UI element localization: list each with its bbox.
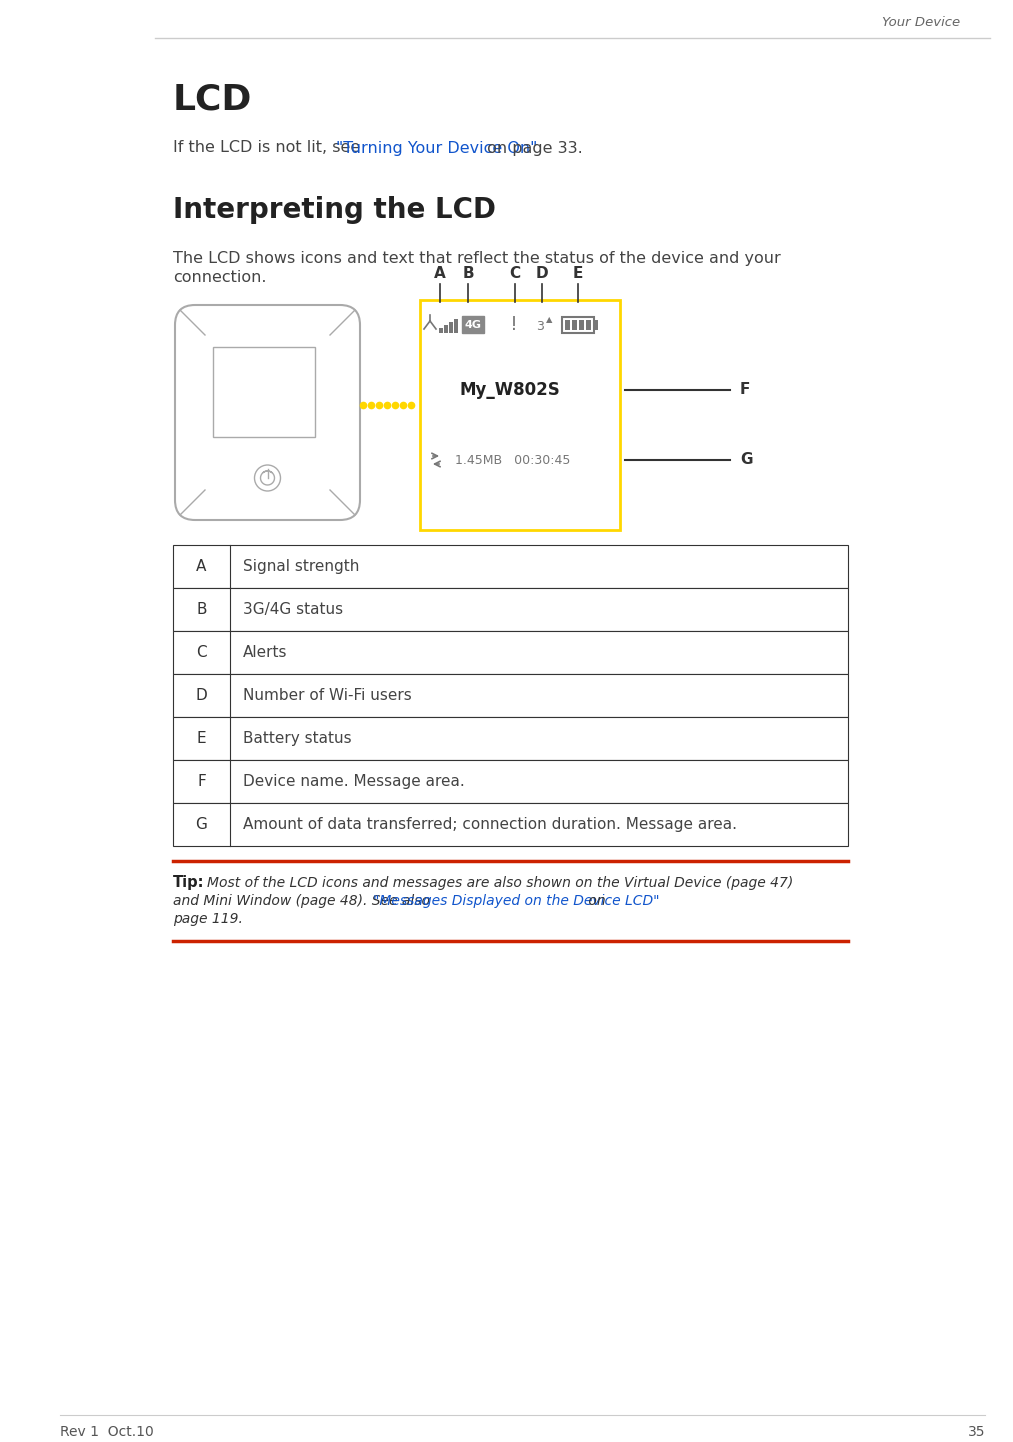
Text: !: ! [511,316,518,335]
Bar [173,673,848,717]
Text: E: E [572,267,583,281]
Bar [572,320,577,330]
Text: Number of Wi-Fi users: Number of Wi-Fi users [243,688,411,704]
Text: D: D [196,688,208,704]
Text: A: A [435,267,446,281]
Circle shape [254,464,281,490]
Text: My_W802S: My_W802S [460,381,560,399]
Text: LCD: LCD [173,84,252,117]
Bar [173,632,848,673]
Bar [454,319,458,333]
Text: Most of the LCD icons and messages are also shown on the Virtual Device (page 47: Most of the LCD icons and messages are a… [207,875,793,890]
Text: on page 33.: on page 33. [481,140,582,156]
Text: G: G [196,818,208,832]
Text: Your Device: Your Device [882,16,960,29]
Text: Signal strength: Signal strength [243,559,360,574]
Text: on: on [583,894,606,908]
Text: C: C [197,645,207,660]
Bar [462,316,484,333]
Text: Rev 1  Oct.10: Rev 1 Oct.10 [60,1425,154,1439]
Text: Tip:: Tip: [173,875,205,891]
Bar [173,545,848,588]
Text: F: F [741,382,751,398]
Text: connection.: connection. [173,270,266,284]
Bar [420,300,620,531]
Text: C: C [510,267,521,281]
Bar [173,717,848,760]
Text: page 119.: page 119. [173,911,243,926]
Text: Interpreting the LCD: Interpreting the LCD [173,196,496,224]
Text: If the LCD is not lit, see: If the LCD is not lit, see [173,140,366,156]
Bar [213,348,315,437]
Text: Device name. Message area.: Device name. Message area. [243,774,465,789]
Text: G: G [741,453,753,467]
Text: B: B [197,601,207,617]
Text: A: A [197,559,207,574]
Text: 1.45MB   00:30:45: 1.45MB 00:30:45 [455,453,570,467]
Bar [439,327,443,333]
Text: 3G/4G status: 3G/4G status [243,601,343,617]
FancyBboxPatch shape [175,306,360,521]
Bar [562,317,594,333]
Text: The LCD shows icons and text that reflect the status of the device and your: The LCD shows icons and text that reflec… [173,251,781,265]
Text: B: B [462,267,474,281]
Text: 3: 3 [536,320,544,333]
Bar [173,760,848,803]
Text: E: E [197,731,207,746]
Bar [586,320,591,330]
Text: D: D [536,267,548,281]
Text: 35: 35 [967,1425,985,1439]
Bar [444,324,448,333]
Bar [449,322,453,333]
Text: Alerts: Alerts [243,645,288,660]
Bar [173,588,848,632]
Text: ▲: ▲ [546,316,552,324]
Text: and Mini Window (page 48). See also: and Mini Window (page 48). See also [173,894,435,908]
Bar [594,320,598,330]
Bar [565,320,570,330]
Text: "Messages Displayed on the Device LCD": "Messages Displayed on the Device LCD" [373,894,659,908]
Bar [579,320,585,330]
Text: 4G: 4G [465,320,481,330]
Text: Amount of data transferred; connection duration. Message area.: Amount of data transferred; connection d… [243,818,737,832]
Text: Battery status: Battery status [243,731,352,746]
Text: F: F [198,774,206,789]
Text: "Turning Your Device On": "Turning Your Device On" [336,140,538,156]
Bar [173,803,848,846]
